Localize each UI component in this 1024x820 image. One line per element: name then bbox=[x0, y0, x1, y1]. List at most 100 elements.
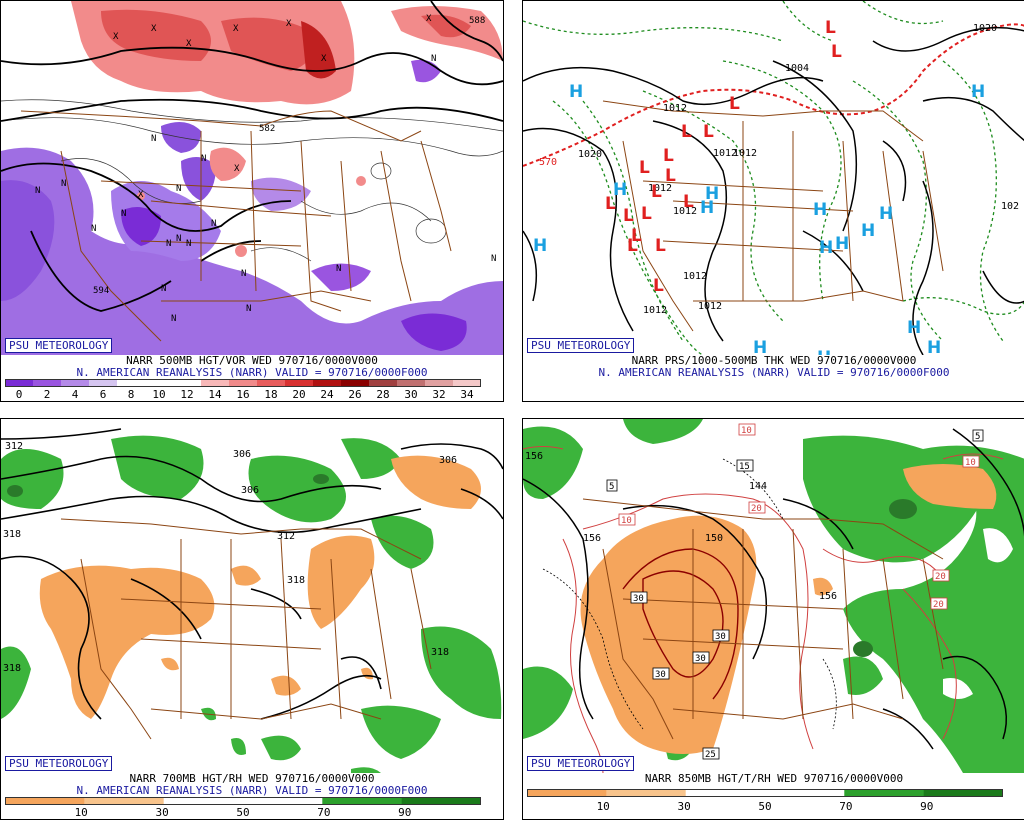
low-marker: L bbox=[631, 226, 642, 246]
contour-label: 306 bbox=[439, 455, 457, 466]
svg-text:10: 10 bbox=[741, 426, 752, 436]
colorbar-swatch bbox=[5, 379, 34, 387]
colorbar-swatch bbox=[341, 379, 370, 387]
colorbar-swatch bbox=[84, 797, 165, 805]
colorbar-tick-label: 10 bbox=[596, 800, 610, 813]
reanalysis-caption: N. AMERICAN REANALYSIS (NARR) VALID = 97… bbox=[598, 366, 950, 379]
n-marker: N bbox=[211, 219, 216, 229]
n-marker: N bbox=[186, 239, 191, 249]
temperature-label: 30 bbox=[692, 651, 710, 664]
colorbar-swatch bbox=[117, 379, 146, 387]
contour-label: 1012 bbox=[663, 103, 687, 114]
colorbar-swatch bbox=[685, 789, 766, 797]
n-marker: N bbox=[176, 234, 181, 244]
colorbar-swatch bbox=[425, 379, 454, 387]
high-marker: H bbox=[533, 236, 547, 256]
temperature-label: 15 bbox=[736, 459, 754, 472]
n-marker: N bbox=[491, 254, 496, 264]
x-marker: X bbox=[138, 190, 144, 200]
temperature-label: 10 bbox=[962, 455, 980, 468]
high-marker: H bbox=[753, 338, 767, 355]
colorbar-swatch bbox=[285, 379, 314, 387]
low-marker: L bbox=[627, 236, 638, 256]
high-marker: H bbox=[927, 338, 941, 355]
contour-label: 570 bbox=[539, 157, 557, 168]
contour-label: 318 bbox=[287, 575, 305, 586]
contour-label: 102 bbox=[1001, 201, 1019, 212]
colorbar-tick-label: 30 bbox=[404, 388, 418, 401]
x-marker: X bbox=[286, 19, 292, 29]
high-marker: H bbox=[861, 221, 875, 241]
contour-label: 1012 bbox=[643, 305, 667, 316]
temperature-label: 20 bbox=[930, 597, 948, 610]
psu-meteorology-badge: PSU METEOROLOGY bbox=[5, 338, 113, 353]
psu-meteorology-badge: PSU METEOROLOGY bbox=[5, 756, 113, 771]
temperature-label: 10 bbox=[618, 513, 636, 526]
n-marker: N bbox=[336, 264, 341, 274]
rh-colorbar bbox=[527, 789, 1003, 797]
colorbar-tick-label: 30 bbox=[155, 806, 169, 819]
colorbar-swatch bbox=[5, 797, 85, 805]
contour-label: 156 bbox=[525, 451, 543, 462]
low-marker: L bbox=[663, 146, 674, 166]
colorbar-tick-label: 26 bbox=[348, 388, 362, 401]
low-marker: L bbox=[729, 94, 740, 114]
colorbar-swatch bbox=[322, 797, 403, 805]
n-marker: N bbox=[61, 179, 66, 189]
low-marker: L bbox=[681, 122, 692, 142]
contour-label: 156 bbox=[819, 591, 837, 602]
psu-meteorology-badge: PSU METEOROLOGY bbox=[527, 756, 635, 771]
n-marker: N bbox=[246, 304, 251, 314]
contour-label: 318 bbox=[3, 529, 21, 540]
x-marker: X bbox=[234, 164, 240, 174]
colorbar-tick-label: 28 bbox=[376, 388, 390, 401]
low-marker: L bbox=[653, 276, 664, 296]
colorbar-swatch bbox=[606, 789, 687, 797]
n-marker: N bbox=[431, 54, 436, 64]
n-marker: N bbox=[166, 239, 171, 249]
svg-text:30: 30 bbox=[695, 654, 706, 664]
colorbar-swatch bbox=[33, 379, 62, 387]
contour-label: 582 bbox=[259, 124, 275, 134]
colorbar-swatch bbox=[173, 379, 202, 387]
contour-label: 594 bbox=[93, 286, 109, 296]
temperature-label: 30 bbox=[630, 591, 648, 604]
contour-label: 1012 bbox=[648, 183, 672, 194]
colorbar-swatch bbox=[229, 379, 258, 387]
n-marker: N bbox=[121, 209, 126, 219]
contour-label: 1012 bbox=[713, 148, 737, 159]
n-marker: N bbox=[241, 269, 246, 279]
high-marker: H bbox=[835, 234, 849, 254]
temperature-label: 30 bbox=[712, 629, 730, 642]
high-marker: H bbox=[819, 238, 833, 258]
high-marker: H bbox=[613, 180, 627, 200]
temperature-label: 20 bbox=[932, 569, 950, 582]
colorbar-swatch bbox=[201, 379, 230, 387]
colorbar-tick-label: 0 bbox=[15, 388, 23, 401]
x-marker: X bbox=[321, 54, 327, 64]
low-marker: L bbox=[825, 18, 836, 38]
svg-text:5: 5 bbox=[975, 432, 980, 442]
low-marker: L bbox=[639, 158, 650, 178]
vorticity-map: N N N N N N N N N N N N N N N N N N X X … bbox=[1, 1, 503, 355]
panel-700mb-rh: 312 306 306 306 312 318 318 318 318 PSU … bbox=[0, 418, 504, 820]
svg-text:5: 5 bbox=[609, 482, 614, 492]
colorbar-tick-label: 24 bbox=[320, 388, 334, 401]
colorbar-swatch bbox=[163, 797, 244, 805]
colorbar-swatch bbox=[453, 379, 481, 387]
x-marker: X bbox=[113, 32, 119, 42]
contour-label: 1012 bbox=[733, 148, 757, 159]
n-marker: N bbox=[171, 314, 176, 324]
colorbar-tick-label: 90 bbox=[920, 800, 934, 813]
pressure-map: 1004 1012 1012 1012 1012 1012 1012 1012 … bbox=[523, 1, 1024, 355]
contour-label: 1020 bbox=[578, 149, 602, 160]
low-marker: L bbox=[831, 42, 842, 62]
low-marker: L bbox=[605, 194, 616, 214]
colorbar-tick-label: 50 bbox=[758, 800, 772, 813]
colorbar-swatch bbox=[243, 797, 323, 805]
colorbar-tick-label: 16 bbox=[236, 388, 250, 401]
contour-label: 588 bbox=[469, 16, 485, 26]
temperature-label: 20 bbox=[748, 501, 766, 514]
x-marker: X bbox=[186, 39, 192, 49]
colorbar-tick-label: 14 bbox=[208, 388, 222, 401]
